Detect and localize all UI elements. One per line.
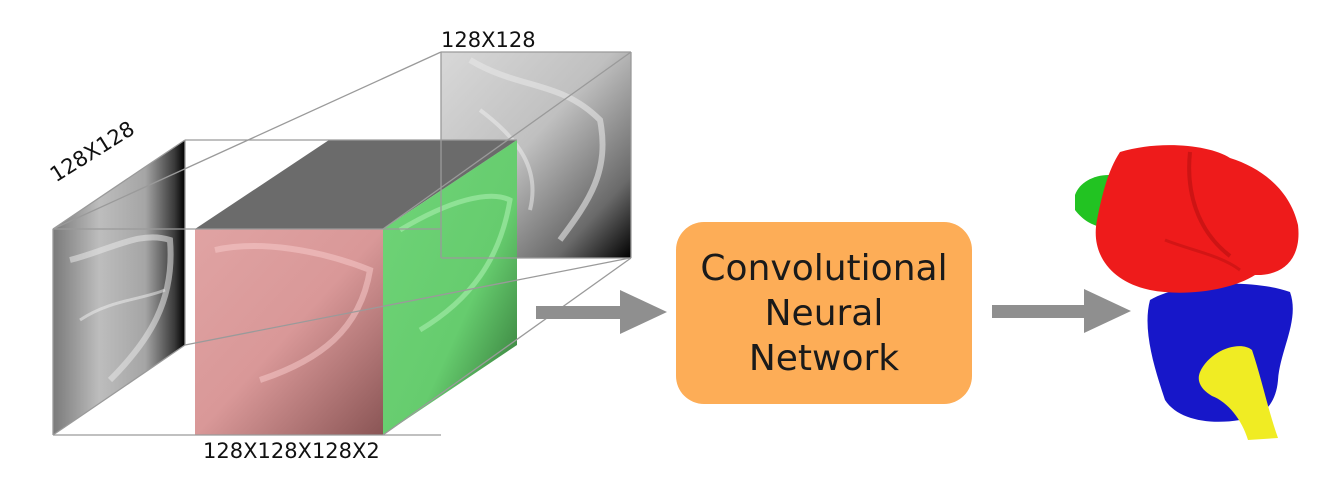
- arrow-to-output: [992, 289, 1131, 333]
- arrow-to-network: [536, 290, 667, 334]
- cube-top-face: [195, 140, 517, 229]
- cnn-label-line1: Convolutional: [700, 247, 948, 289]
- cnn-box: Convolutional Neural Network: [676, 222, 972, 404]
- volume-cube: [195, 140, 517, 435]
- cnn-label-line3: Network: [748, 337, 900, 379]
- top-slice-size-label: 128X128: [441, 28, 536, 52]
- bone-red: [1095, 145, 1299, 293]
- cube-front-face: [195, 229, 383, 435]
- bounding-wireframe: [52, 51, 632, 436]
- volume-size-label: 128X128X128X2: [203, 439, 380, 463]
- segmentation-output: [1075, 145, 1299, 440]
- bone-yellow: [1198, 346, 1278, 440]
- cube-side-face: [383, 140, 517, 435]
- cnn-label-line2: Neural: [764, 292, 884, 334]
